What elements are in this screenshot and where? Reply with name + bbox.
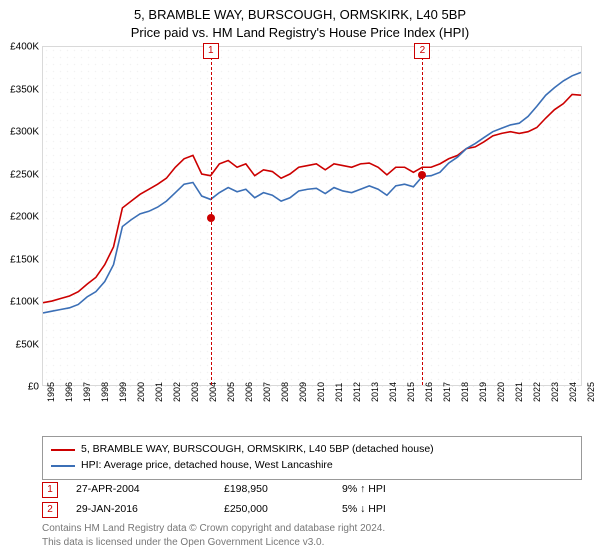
x-axis-tick: 2020 <box>496 382 506 402</box>
legend-row: 5, BRAMBLE WAY, BURSCOUGH, ORMSKIRK, L40… <box>51 442 573 458</box>
x-axis-tick: 2023 <box>550 382 560 402</box>
page: 5, BRAMBLE WAY, BURSCOUGH, ORMSKIRK, L40… <box>0 0 600 560</box>
y-axis-tick: £0 <box>3 382 39 393</box>
sale-event-delta: 5% ↓ HPI <box>342 500 582 520</box>
chart-title-line2: Price paid vs. HM Land Registry's House … <box>0 24 600 42</box>
x-axis-tick: 2024 <box>568 382 578 402</box>
sale-events: 1 27-APR-2004 £198,950 9% ↑ HPI 2 29-JAN… <box>42 480 582 520</box>
x-axis-tick: 2007 <box>262 382 272 402</box>
x-axis-tick: 2001 <box>154 382 164 402</box>
x-axis-tick: 2015 <box>406 382 416 402</box>
footer-line: This data is licensed under the Open Gov… <box>42 536 582 550</box>
x-axis-tick: 1995 <box>46 382 56 402</box>
x-axis-tick: 2022 <box>532 382 542 402</box>
y-axis-tick: £400K <box>3 42 39 53</box>
x-axis-tick: 1996 <box>64 382 74 402</box>
x-axis-tick: 2014 <box>388 382 398 402</box>
legend-row: HPI: Average price, detached house, West… <box>51 458 573 474</box>
x-axis-tick: 2017 <box>442 382 452 402</box>
sale-marker-dot <box>418 171 426 179</box>
x-axis-tick: 1997 <box>82 382 92 402</box>
x-axis-tick: 1998 <box>100 382 110 402</box>
sale-event-row: 2 29-JAN-2016 £250,000 5% ↓ HPI <box>42 500 582 520</box>
legend-label: 5, BRAMBLE WAY, BURSCOUGH, ORMSKIRK, L40… <box>81 442 434 458</box>
x-axis-tick: 2003 <box>190 382 200 402</box>
x-axis-tick: 2004 <box>208 382 218 402</box>
sale-marker-label: 1 <box>203 43 219 59</box>
sale-marker-line <box>422 47 423 385</box>
plot-lines <box>43 47 581 386</box>
x-axis-tick: 2010 <box>316 382 326 402</box>
sale-event-marker: 2 <box>42 502 58 518</box>
x-axis-tick: 2009 <box>298 382 308 402</box>
footer-line: Contains HM Land Registry data © Crown c… <box>42 522 582 536</box>
legend-swatch <box>51 449 75 451</box>
sale-marker-label: 2 <box>414 43 430 59</box>
x-axis-tick: 2011 <box>334 383 344 402</box>
x-axis-tick: 2008 <box>280 382 290 402</box>
y-axis-tick: £150K <box>3 254 39 265</box>
x-axis-tick: 2002 <box>172 382 182 402</box>
y-axis-tick: £250K <box>3 169 39 180</box>
x-axis-tick: 2012 <box>352 382 362 402</box>
x-axis-tick: 1999 <box>118 382 128 402</box>
chart: £0£50K£100K£150K£200K£250K£300K£350K£400… <box>42 46 582 410</box>
x-axis-tick: 2025 <box>586 382 596 402</box>
series-line <box>43 72 581 313</box>
chart-title: 5, BRAMBLE WAY, BURSCOUGH, ORMSKIRK, L40… <box>0 0 600 41</box>
x-axis-tick: 2016 <box>424 382 434 402</box>
y-axis-tick: £50K <box>3 339 39 350</box>
chart-title-line1: 5, BRAMBLE WAY, BURSCOUGH, ORMSKIRK, L40… <box>134 7 466 22</box>
x-axis-tick: 2013 <box>370 382 380 402</box>
sale-marker-dot <box>207 214 215 222</box>
sale-event-date: 29-JAN-2016 <box>76 500 206 520</box>
legend: 5, BRAMBLE WAY, BURSCOUGH, ORMSKIRK, L40… <box>42 436 582 480</box>
x-axis-tick: 2005 <box>226 382 236 402</box>
sale-event-marker: 1 <box>42 482 58 498</box>
legend-label: HPI: Average price, detached house, West… <box>81 458 333 474</box>
legend-swatch <box>51 465 75 467</box>
sale-event-price: £250,000 <box>224 500 324 520</box>
sale-event-price: £198,950 <box>224 480 324 500</box>
x-axis-tick: 2006 <box>244 382 254 402</box>
sale-event-row: 1 27-APR-2004 £198,950 9% ↑ HPI <box>42 480 582 500</box>
x-axis-tick: 2000 <box>136 382 146 402</box>
x-axis-tick: 2019 <box>478 382 488 402</box>
y-axis-tick: £300K <box>3 127 39 138</box>
x-axis-tick: 2021 <box>514 382 524 402</box>
sale-event-delta: 9% ↑ HPI <box>342 480 582 500</box>
sale-event-date: 27-APR-2004 <box>76 480 206 500</box>
y-axis-tick: £200K <box>3 212 39 223</box>
y-axis-tick: £350K <box>3 84 39 95</box>
series-line <box>43 94 581 302</box>
plot-area: £0£50K£100K£150K£200K£250K£300K£350K£400… <box>42 46 582 386</box>
data-source-note: Contains HM Land Registry data © Crown c… <box>42 522 582 549</box>
x-axis-tick: 2018 <box>460 382 470 402</box>
y-axis-tick: £100K <box>3 297 39 308</box>
